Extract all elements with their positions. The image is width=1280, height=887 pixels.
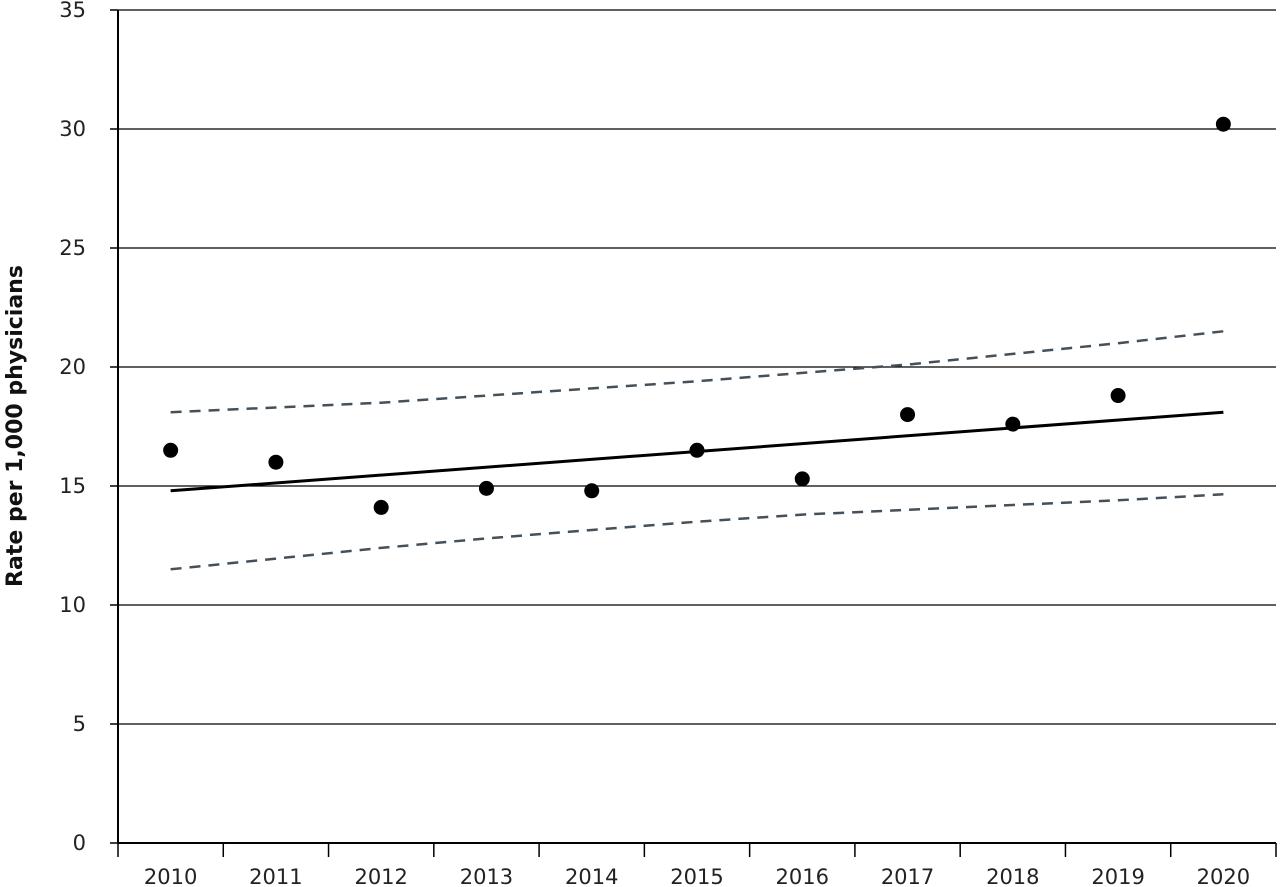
x-tick-label: 2013 <box>460 865 513 887</box>
y-tick-label: 0 <box>73 831 86 855</box>
x-tick-labels: 2010 2011 2012 2013 2014 2015 2016 2017 2018 2019… <box>144 865 1250 887</box>
x-tick-label: 2020 <box>1197 865 1250 887</box>
y-tick-label: 10 <box>59 593 86 617</box>
x-tick-label: 2018 <box>986 865 1039 887</box>
data-point-2014 <box>584 483 600 499</box>
data-point-2013 <box>478 480 494 496</box>
lower-bound-line <box>170 493 1224 571</box>
data-point-2012 <box>373 499 389 515</box>
gridlines <box>118 9 1276 725</box>
axes <box>110 9 1277 857</box>
data-points <box>163 116 1231 515</box>
data-point-2010 <box>163 442 179 458</box>
y-axis-label: Rate per 1,000 physicians <box>3 265 28 587</box>
x-tick-label: 2011 <box>249 865 302 887</box>
x-tick-label: 2019 <box>1091 865 1144 887</box>
data-point-2019 <box>1110 388 1126 404</box>
x-tick-label: 2014 <box>565 865 618 887</box>
data-point-2015 <box>689 442 705 458</box>
x-tick-label: 2010 <box>144 865 197 887</box>
y-tick-label: 25 <box>59 236 86 260</box>
data-point-2016 <box>794 471 810 487</box>
x-tick-label: 2017 <box>881 865 934 887</box>
upper-bound-line <box>170 330 1224 414</box>
data-point-2017 <box>900 407 916 423</box>
y-tick-label: 5 <box>73 712 86 736</box>
data-point-2020 <box>1215 116 1231 132</box>
y-tick-label: 35 <box>59 0 86 22</box>
y-tick-label: 30 <box>59 117 86 141</box>
y-tick-labels: 0 5 10 15 20 25 30 35 <box>59 0 86 855</box>
data-point-2018 <box>1005 416 1021 432</box>
data-point-2011 <box>268 454 284 470</box>
y-tick-label: 20 <box>59 355 86 379</box>
x-tick-label: 2012 <box>354 865 407 887</box>
y-tick-label: 15 <box>59 474 86 498</box>
x-tick-label: 2015 <box>670 865 723 887</box>
x-tick-label: 2016 <box>776 865 829 887</box>
